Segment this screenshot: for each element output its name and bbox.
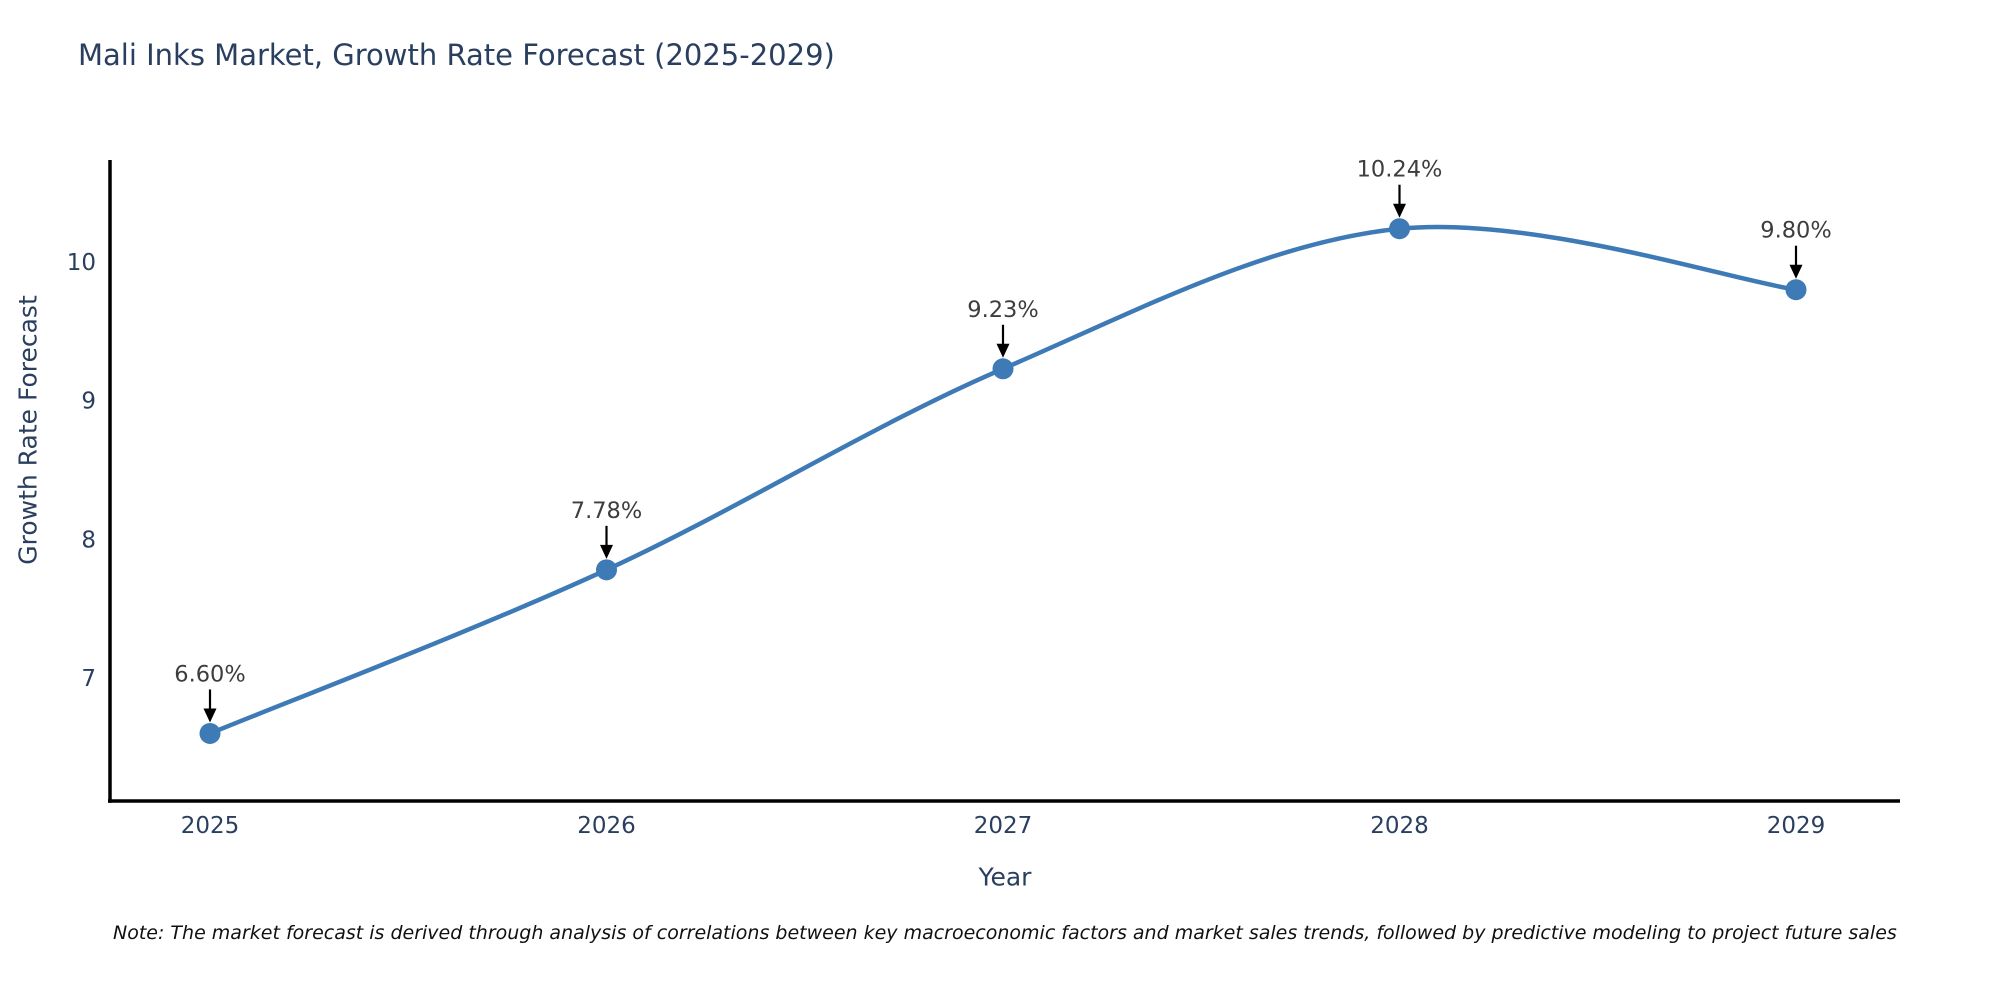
- data-point-marker[interactable]: [992, 358, 1014, 380]
- annotation-arrowhead: [600, 544, 613, 559]
- y-tick-label: 10: [67, 250, 96, 276]
- data-point-marker[interactable]: [1785, 279, 1807, 301]
- data-point-label: 9.23%: [967, 297, 1038, 323]
- x-tick-label: 2025: [181, 813, 240, 839]
- footnote: Note: The market forecast is derived thr…: [113, 922, 1897, 944]
- data-point-label: 9.80%: [1760, 218, 1831, 244]
- x-tick-label: 2029: [1767, 813, 1826, 839]
- y-tick-label: 9: [81, 389, 96, 415]
- x-tick-label: 2027: [974, 813, 1033, 839]
- annotation-arrowhead: [203, 708, 217, 723]
- data-point-marker[interactable]: [1389, 218, 1410, 240]
- annotation-arrowhead: [1789, 264, 1803, 279]
- data-point-label: 7.78%: [571, 498, 642, 524]
- data-point-marker[interactable]: [596, 559, 617, 581]
- annotation-arrowhead: [996, 343, 1010, 358]
- x-tick-label: 2026: [577, 813, 636, 839]
- data-point-marker[interactable]: [199, 722, 221, 744]
- chart-title: Mali Inks Market, Growth Rate Forecast (…: [78, 38, 835, 72]
- y-tick-label: 7: [81, 666, 96, 692]
- y-tick-label: 8: [81, 527, 96, 553]
- data-point-label: 10.24%: [1357, 157, 1443, 183]
- x-tick-label: 2028: [1370, 813, 1429, 839]
- x-axis-title: Year: [978, 862, 1032, 892]
- annotation-arrowhead: [1393, 203, 1406, 218]
- data-point-label: 6.60%: [174, 661, 245, 687]
